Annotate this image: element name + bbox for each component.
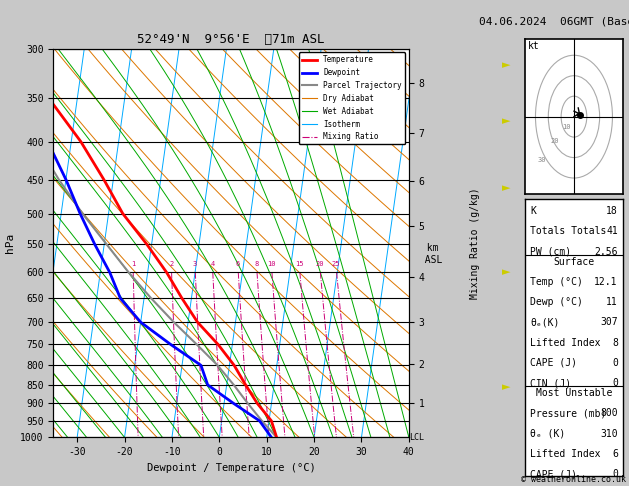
Text: CIN (J): CIN (J) [530, 378, 571, 388]
Text: CAPE (J): CAPE (J) [530, 358, 577, 368]
Text: 0: 0 [612, 469, 618, 479]
Text: ►: ► [502, 183, 511, 193]
Text: 4: 4 [210, 261, 214, 267]
Text: 10: 10 [267, 261, 276, 267]
Title: 52°49'N  9°56'E  ​71m ASL: 52°49'N 9°56'E ​71m ASL [137, 33, 325, 46]
Text: 20: 20 [316, 261, 324, 267]
Text: ►: ► [502, 267, 511, 278]
Text: 30: 30 [538, 156, 547, 163]
Y-axis label: hPa: hPa [4, 233, 14, 253]
Text: 8: 8 [612, 338, 618, 347]
Text: 12.1: 12.1 [594, 277, 618, 287]
Text: 0: 0 [612, 358, 618, 368]
Text: Pressure (mb): Pressure (mb) [530, 408, 606, 418]
Text: LCL: LCL [409, 433, 424, 442]
Text: Totals Totals: Totals Totals [530, 226, 606, 236]
Text: CAPE (J): CAPE (J) [530, 469, 577, 479]
Text: 800: 800 [600, 408, 618, 418]
Text: PW (cm): PW (cm) [530, 246, 571, 257]
Text: 0: 0 [612, 378, 618, 388]
Legend: Temperature, Dewpoint, Parcel Trajectory, Dry Adiabat, Wet Adiabat, Isotherm, Mi: Temperature, Dewpoint, Parcel Trajectory… [299, 52, 405, 144]
Y-axis label:   km
  ASL: km ASL [413, 243, 442, 264]
Text: Temp (°C): Temp (°C) [530, 277, 583, 287]
Text: kt: kt [528, 41, 540, 51]
Text: Lifted Index: Lifted Index [530, 449, 601, 459]
Text: K: K [530, 206, 536, 216]
Text: 307: 307 [600, 317, 618, 328]
Text: Lifted Index: Lifted Index [530, 338, 601, 347]
Text: 1: 1 [131, 261, 135, 267]
Text: 3: 3 [193, 261, 197, 267]
Text: 2.56: 2.56 [594, 246, 618, 257]
Text: θₑ(K): θₑ(K) [530, 317, 559, 328]
Text: θₑ (K): θₑ (K) [530, 429, 565, 439]
Text: © weatheronline.co.uk: © weatheronline.co.uk [521, 474, 626, 484]
Text: ►: ► [502, 382, 511, 393]
Text: 6: 6 [236, 261, 240, 267]
Text: Dewp (°C): Dewp (°C) [530, 297, 583, 307]
Text: 18: 18 [606, 206, 618, 216]
Text: 8: 8 [255, 261, 259, 267]
Text: 41: 41 [606, 226, 618, 236]
Text: Most Unstable: Most Unstable [536, 388, 612, 398]
Text: Surface: Surface [554, 257, 594, 267]
Text: 25: 25 [332, 261, 340, 267]
Text: 2: 2 [169, 261, 174, 267]
Text: 15: 15 [295, 261, 304, 267]
Text: 20: 20 [551, 138, 559, 144]
Text: 04.06.2024  06GMT (Base: 06): 04.06.2024 06GMT (Base: 06) [479, 17, 629, 27]
Text: 11: 11 [606, 297, 618, 307]
Text: Mixing Ratio (g/kg): Mixing Ratio (g/kg) [470, 187, 480, 299]
Text: 310: 310 [600, 429, 618, 439]
Text: 6: 6 [612, 449, 618, 459]
Text: ►: ► [502, 116, 511, 126]
Text: 10: 10 [562, 124, 571, 130]
Text: ►: ► [502, 60, 511, 70]
X-axis label: Dewpoint / Temperature (°C): Dewpoint / Temperature (°C) [147, 463, 316, 473]
